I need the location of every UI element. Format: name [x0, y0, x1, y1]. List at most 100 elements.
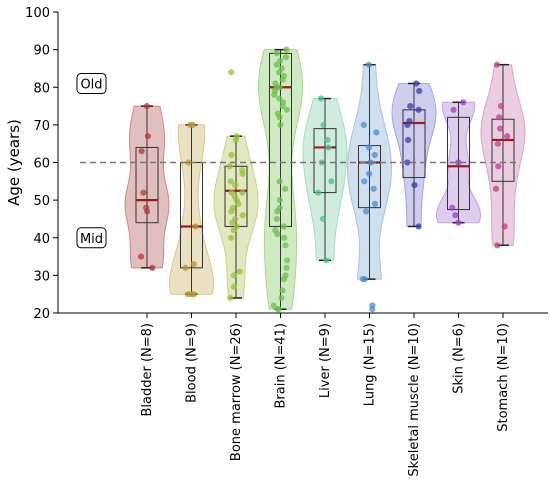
data-point — [455, 219, 462, 226]
y-axis-label: Age (years) — [5, 119, 23, 206]
data-point — [185, 159, 192, 166]
data-point — [190, 291, 197, 298]
data-point — [493, 61, 500, 68]
data-point — [282, 54, 289, 61]
data-point — [282, 242, 289, 249]
data-point — [455, 159, 462, 166]
data-point — [369, 306, 376, 313]
data-point — [366, 170, 373, 177]
data-point — [228, 208, 235, 215]
x-tick-label: Lung (N=15) — [363, 323, 378, 406]
data-point — [281, 234, 288, 241]
data-point — [283, 46, 290, 53]
box-iqr — [135, 146, 159, 224]
y-tick-label: 50 — [33, 194, 50, 209]
data-point — [144, 133, 151, 140]
data-point — [496, 114, 503, 121]
annotation-label: Mid — [80, 232, 103, 247]
data-point — [140, 189, 147, 196]
data-point — [283, 106, 290, 113]
data-point — [190, 261, 197, 268]
data-point — [320, 121, 327, 128]
data-point — [230, 272, 237, 279]
data-point — [319, 215, 327, 222]
data-point — [407, 103, 414, 110]
data-point — [276, 84, 283, 91]
data-point — [370, 185, 377, 192]
data-point — [371, 200, 379, 207]
data-point — [413, 80, 420, 87]
annotation-box — [76, 227, 107, 249]
box-iqr — [447, 116, 470, 211]
data-point — [239, 189, 246, 196]
data-point — [495, 163, 502, 170]
data-point — [138, 253, 145, 260]
data-point — [228, 151, 235, 159]
y-tick-label: 90 — [33, 44, 50, 59]
box-iqr — [313, 128, 337, 194]
box-iqr — [402, 109, 426, 179]
data-point — [239, 170, 246, 177]
y-tick-label: 40 — [33, 232, 50, 247]
data-point — [415, 223, 422, 230]
x-tick-label: Stomach (N=10) — [496, 323, 511, 432]
data-point — [494, 140, 501, 147]
data-point — [361, 276, 368, 283]
data-point — [279, 287, 286, 294]
data-point — [323, 257, 330, 264]
data-point — [365, 61, 372, 68]
y-tick-label: 80 — [33, 81, 50, 96]
data-point — [452, 212, 459, 219]
data-point — [236, 268, 243, 275]
data-point — [365, 144, 372, 151]
x-tick-label: Skeletal muscle (N=10) — [407, 323, 422, 477]
annotation-old: Old — [76, 72, 107, 94]
data-point — [270, 302, 277, 309]
plot-area: Old Mid — [76, 46, 526, 313]
data-point — [276, 95, 283, 102]
data-point — [232, 182, 239, 189]
data-point — [317, 95, 325, 102]
y-tick-label: 20 — [33, 307, 50, 322]
data-point — [226, 163, 233, 170]
data-point — [235, 200, 242, 207]
data-point — [184, 291, 191, 298]
data-point — [404, 159, 411, 166]
data-point — [361, 178, 368, 185]
data-point — [228, 69, 235, 76]
x-tick-label: Blood (N=9) — [185, 323, 200, 403]
data-point — [274, 230, 281, 238]
data-point — [228, 234, 235, 241]
data-point — [328, 178, 335, 185]
annotation-label: Old — [80, 77, 102, 92]
data-point — [280, 276, 288, 283]
data-point — [227, 294, 234, 301]
y-tick-label: 30 — [33, 269, 50, 284]
data-point — [239, 212, 246, 219]
data-point — [276, 178, 283, 185]
data-point — [371, 151, 378, 159]
data-point — [449, 204, 456, 211]
data-point — [405, 136, 412, 143]
data-point — [192, 223, 199, 230]
data-point — [274, 208, 281, 215]
data-point — [501, 223, 508, 230]
data-point — [411, 182, 418, 189]
x-tick-label: Liver (N=9) — [318, 323, 333, 398]
y-tick-label: 70 — [33, 119, 50, 134]
data-point — [404, 121, 411, 128]
data-point — [360, 121, 367, 128]
box-iqr — [269, 52, 292, 227]
data-point — [280, 223, 287, 230]
axes: Age (years) 20 30 40 50 60 70 80 90 100 Bladder (… — [5, 6, 548, 477]
x-tick-label: Bladder (N=8) — [140, 323, 155, 417]
data-point — [460, 99, 467, 106]
data-point — [230, 283, 237, 290]
data-point — [143, 103, 150, 110]
data-point — [278, 294, 285, 301]
data-point — [324, 136, 331, 143]
data-point — [373, 129, 380, 136]
data-point — [415, 106, 422, 113]
data-point — [276, 114, 283, 121]
